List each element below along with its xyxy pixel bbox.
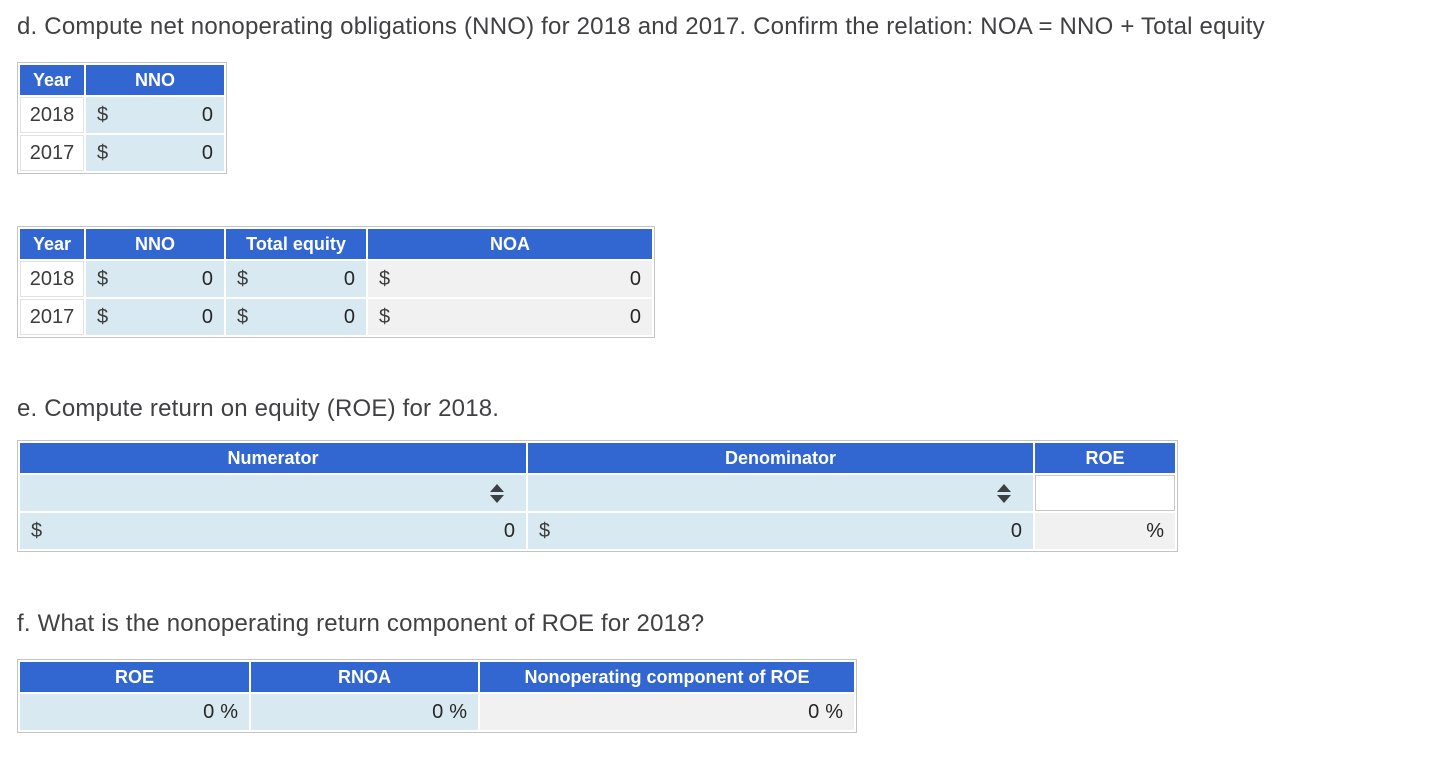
total-equity-column-header: Total equity (226, 229, 366, 259)
nno-2017-input[interactable]: $ 0 (86, 135, 224, 171)
percent-symbol: % (825, 700, 843, 723)
table-row: 0 % 0 % 0 % (20, 694, 854, 730)
currency-symbol: $ (97, 305, 109, 328)
nno-table: Year NNO 2018 $ 0 2017 $ 0 (17, 62, 227, 174)
denominator-column-header: Denominator (528, 443, 1033, 473)
currency-symbol: $ (539, 519, 551, 542)
nno-2018-input[interactable]: $ 0 (86, 97, 224, 133)
year-label-2018: 2018 (20, 97, 84, 133)
currency-symbol: $ (379, 267, 391, 290)
roe-column-header: ROE (20, 662, 249, 692)
noa-2018-computed-value: $ 0 (368, 261, 652, 297)
roe-column-header: ROE (1035, 443, 1175, 473)
question-d-title: d. Compute net nonoperating obligations … (17, 13, 1265, 40)
cell-value: 0 (629, 305, 641, 328)
cell-value: 0 (629, 267, 641, 290)
denominator-value-input[interactable]: $ 0 (528, 513, 1033, 549)
cell-value: 0 (201, 103, 213, 126)
table-row: $ 0 $ 0 % (20, 513, 1175, 549)
table-row: 2018 $ 0 $ 0 $ 0 (20, 261, 652, 297)
year-column-header: Year (20, 65, 84, 95)
question-page: d. Compute net nonoperating obligations … (17, 13, 1265, 733)
currency-symbol: $ (379, 305, 391, 328)
currency-symbol: $ (97, 267, 109, 290)
table-row: 2018 $ 0 (20, 97, 224, 133)
roe-value-cell[interactable]: 0 % (20, 694, 249, 730)
year-label-2017: 2017 (20, 299, 84, 335)
nno-table-header-row: Year NNO (20, 65, 224, 95)
percent-symbol: % (449, 700, 467, 723)
total-equity-2018-input[interactable]: $ 0 (226, 261, 366, 297)
nonoperating-component-column-header: Nonoperating component of ROE (480, 662, 854, 692)
nno-column-header: NNO (86, 65, 224, 95)
relation-table-header-row: Year NNO Total equity NOA (20, 229, 652, 259)
numerator-select[interactable] (20, 475, 526, 511)
cell-value: 0 (203, 700, 215, 723)
cell-value: 0 (808, 700, 820, 723)
total-equity-2017-input[interactable]: $ 0 (226, 299, 366, 335)
percent-symbol: % (220, 700, 238, 723)
component-table-header-row: ROE RNOA Nonoperating component of ROE (20, 662, 854, 692)
noa-column-header: NOA (368, 229, 652, 259)
nno-column-header: NNO (86, 229, 224, 259)
rnoa-column-header: RNOA (251, 662, 478, 692)
denominator-select[interactable] (528, 475, 1033, 511)
nno-2018-input[interactable]: $ 0 (86, 261, 224, 297)
cell-value: 0 (1010, 519, 1022, 542)
year-column-header: Year (20, 229, 84, 259)
numerator-column-header: Numerator (20, 443, 526, 473)
currency-symbol: $ (31, 519, 43, 542)
roe-computation-table: Numerator Denominator ROE (17, 440, 1178, 552)
currency-symbol: $ (97, 141, 109, 164)
cell-value: 0 (201, 305, 213, 328)
year-label-2017: 2017 (20, 135, 84, 171)
dropdown-arrows-icon (997, 483, 1011, 503)
cell-value: 0 (343, 267, 355, 290)
roe-table-header-row: Numerator Denominator ROE (20, 443, 1175, 473)
noa-2017-computed-value: $ 0 (368, 299, 652, 335)
cell-value: 0 (432, 700, 444, 723)
year-label-2018: 2018 (20, 261, 84, 297)
table-row: 2017 $ 0 (20, 135, 224, 171)
percent-symbol: % (1146, 519, 1164, 542)
noa-relation-table: Year NNO Total equity NOA 2018 $ 0 $ (17, 226, 655, 338)
numerator-value-input[interactable]: $ 0 (20, 513, 526, 549)
currency-symbol: $ (237, 267, 249, 290)
nno-2017-input[interactable]: $ 0 (86, 299, 224, 335)
table-row: 2017 $ 0 $ 0 $ 0 (20, 299, 652, 335)
nonoperating-roe-table: ROE RNOA Nonoperating component of ROE 0… (17, 659, 857, 733)
cell-value: 0 (201, 141, 213, 164)
cell-value: 0 (343, 305, 355, 328)
roe-input[interactable] (1035, 475, 1175, 511)
cell-value: 0 (503, 519, 515, 542)
nonoperating-roe-value-cell: 0 % (480, 694, 854, 730)
question-e-title: e. Compute return on equity (ROE) for 20… (17, 395, 500, 422)
currency-symbol: $ (97, 103, 109, 126)
cell-value: 0 (201, 267, 213, 290)
table-row (20, 475, 1175, 511)
rnoa-value-cell[interactable]: 0 % (251, 694, 478, 730)
currency-symbol: $ (237, 305, 249, 328)
roe-percent-cell: % (1035, 513, 1175, 549)
question-f-title: f. What is the nonoperating return compo… (17, 610, 705, 637)
dropdown-arrows-icon (490, 483, 504, 503)
